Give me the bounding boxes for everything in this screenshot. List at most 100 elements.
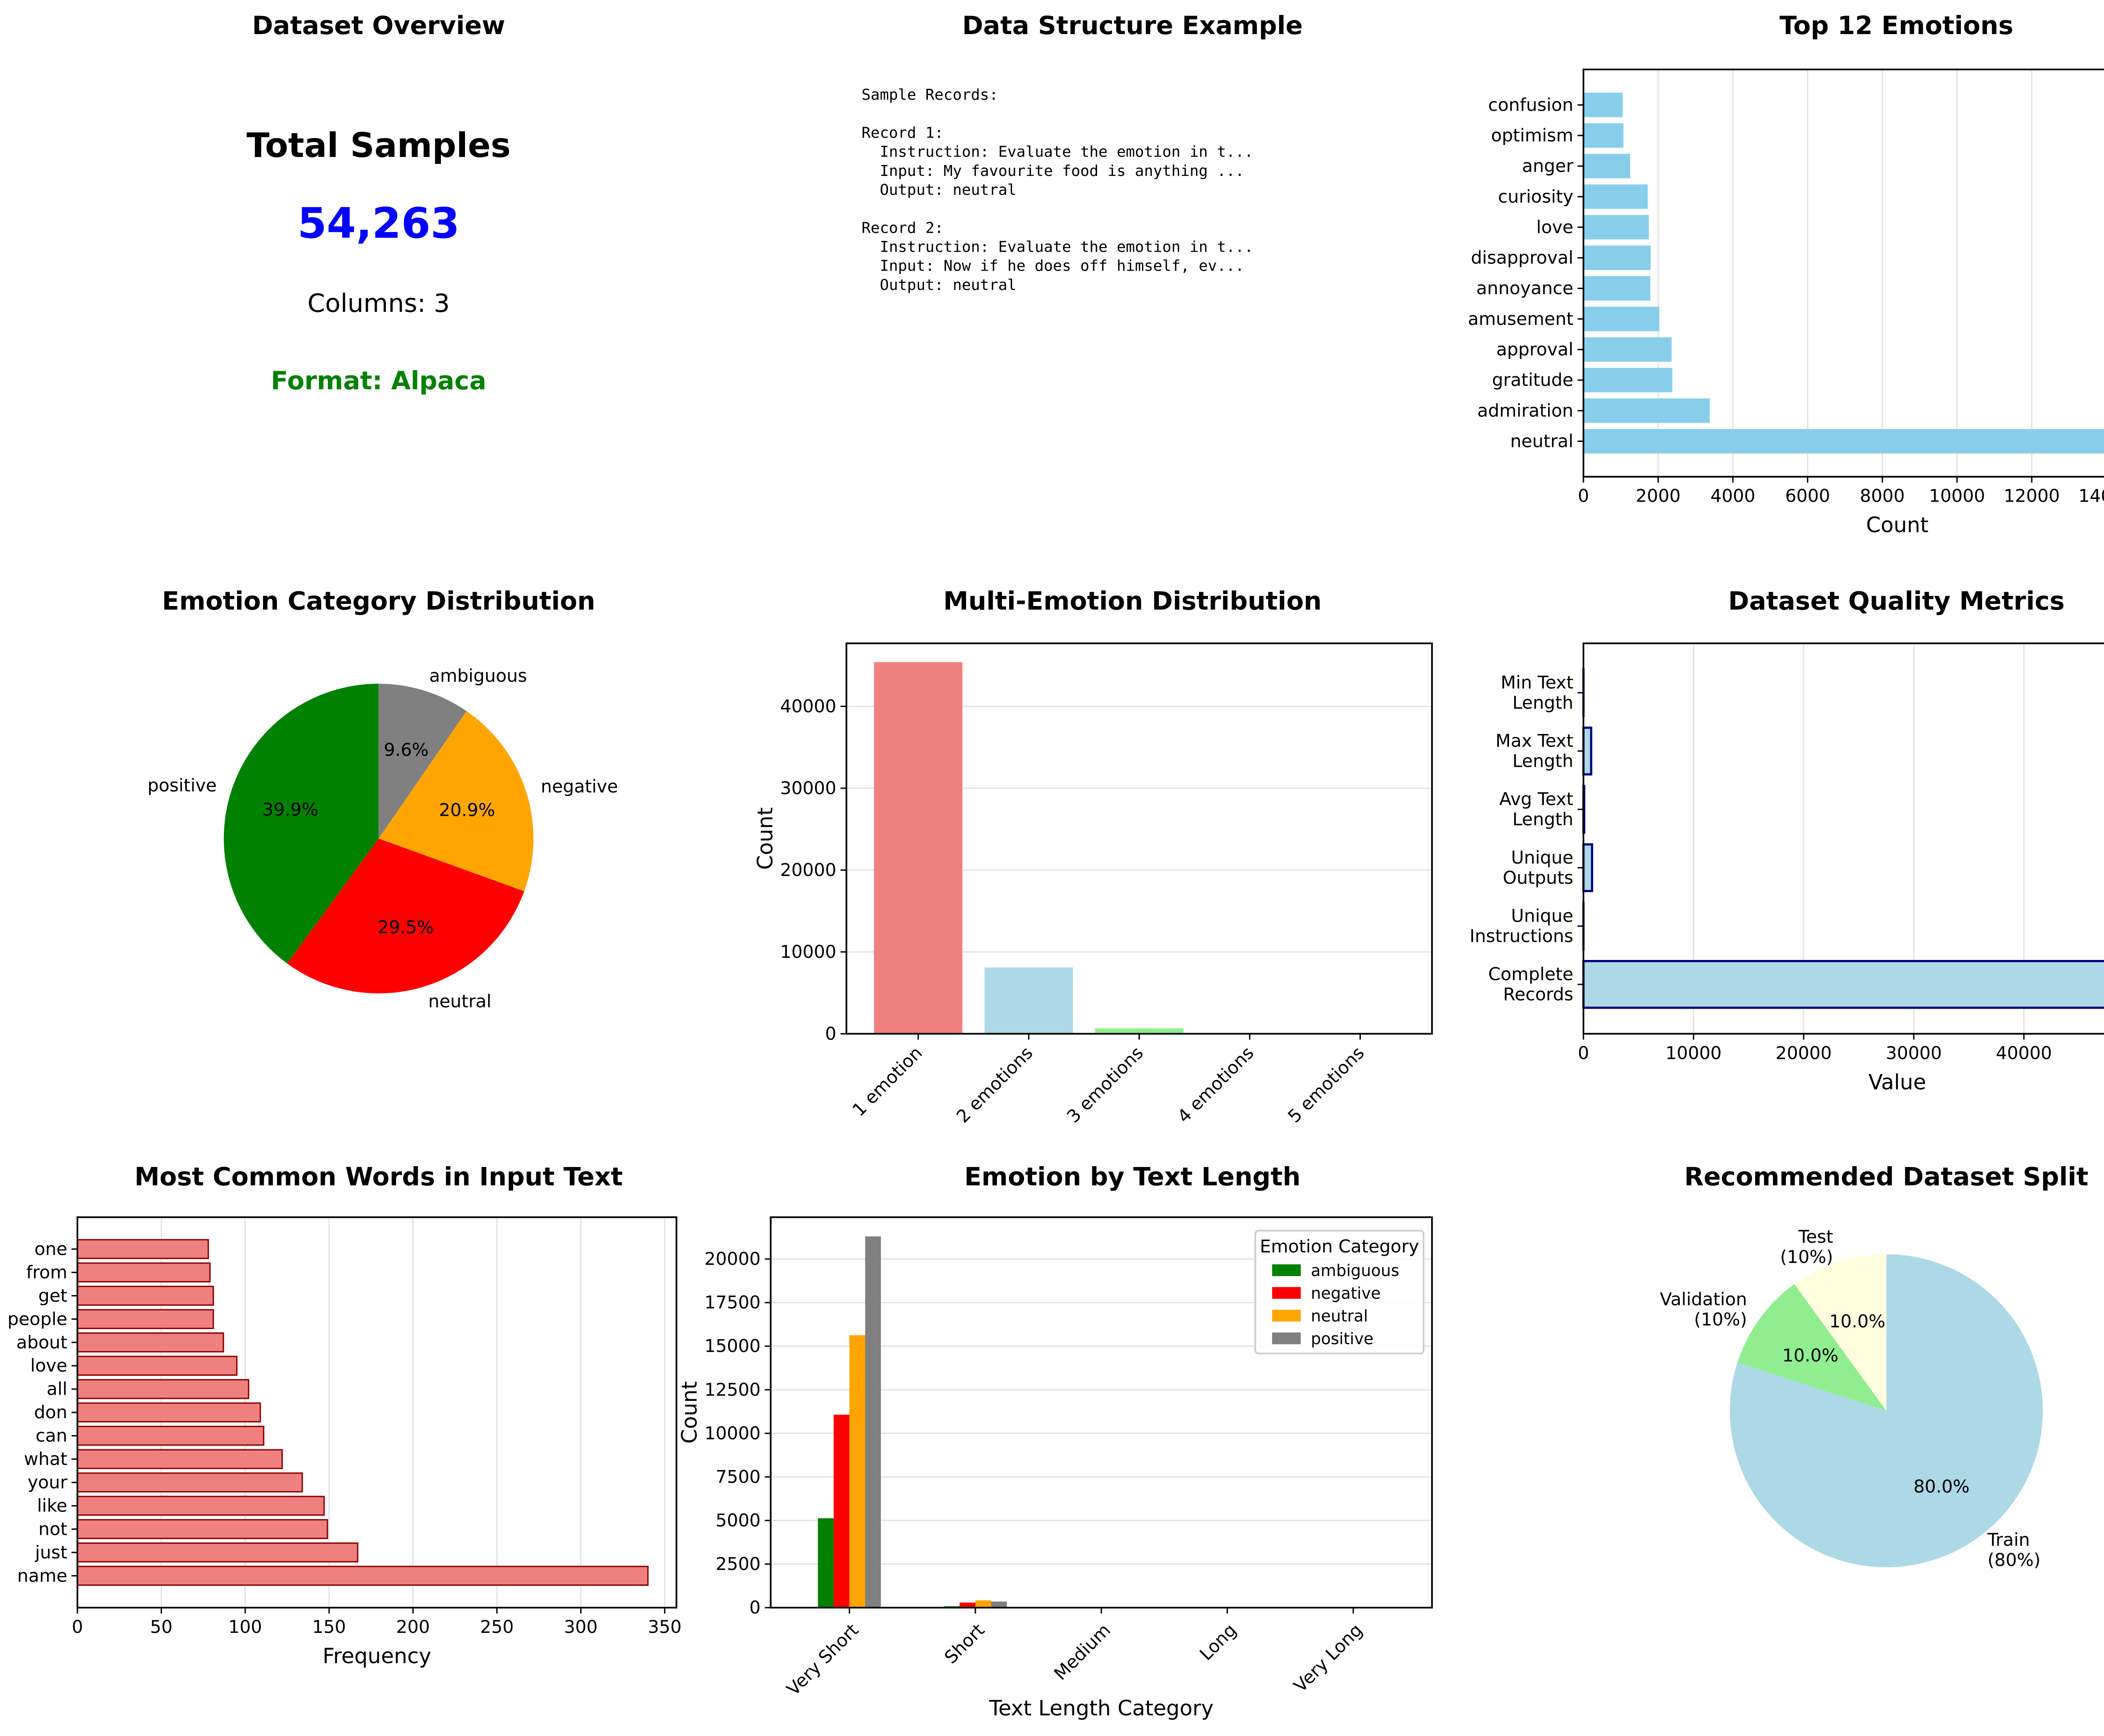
legend-label: neutral: [1311, 1307, 1368, 1325]
panel-title: Data Structure Example: [962, 11, 1303, 40]
x-tick-label: Short: [940, 1619, 988, 1667]
pie-percent-label: 20.9%: [439, 800, 495, 820]
pie-slice-label: Validation (10%): [1660, 1289, 1747, 1330]
y-tick-label: 10000: [780, 941, 837, 962]
pie-percent-label: 9.6%: [384, 739, 429, 760]
x-tick-label: 2 emotions: [952, 1042, 1037, 1127]
legend-swatch: [1272, 1332, 1301, 1345]
chart-title: Most Common Words in Input Text: [134, 1162, 623, 1191]
bar: [77, 1239, 209, 1259]
y-tick-label: curiosity: [1498, 186, 1573, 207]
pie-slice: [223, 683, 379, 964]
y-tick-label: 20000: [780, 859, 837, 880]
x-tick-label: 4000: [1711, 486, 1756, 506]
x-tick-label: 14000: [2078, 486, 2104, 506]
x-axis-label: Text Length Category: [989, 1696, 1214, 1720]
y-tick-label: optimism: [1491, 125, 1573, 146]
bar: [984, 967, 1073, 1034]
bar: [834, 1414, 850, 1608]
chart-title: Multi-Emotion Distribution: [943, 587, 1322, 616]
y-tick-label: 0: [749, 1597, 761, 1618]
pie-slice-label: Train (80%): [1987, 1529, 2040, 1570]
y-tick-label: can: [36, 1425, 67, 1446]
x-tick-label: Medium: [1050, 1619, 1114, 1684]
y-tick-label: Max Text Length: [1496, 731, 1573, 771]
bar: [1583, 276, 1650, 301]
bar: [991, 1601, 1007, 1608]
legend-box: [1254, 1230, 1425, 1355]
pie-slice: [1737, 1284, 1886, 1411]
sample-record-line: Input: My favourite food is anything ...: [861, 162, 1244, 180]
bar: [77, 1472, 303, 1493]
pie-slice-label: ambiguous: [429, 665, 527, 686]
y-tick-label: neutral: [1510, 431, 1573, 451]
sample-record-line: Output: neutral: [861, 276, 1016, 294]
x-tick-label: Long: [1195, 1619, 1240, 1664]
x-tick-label: 350: [648, 1616, 682, 1637]
bar: [77, 1449, 283, 1469]
sample-record-line: Instruction: Evaluate the emotion in t..…: [861, 144, 1253, 161]
x-tick-label: 10000: [1666, 1042, 1722, 1063]
pie-percent-label: 39.9%: [262, 799, 318, 820]
y-tick-label: 15000: [704, 1336, 761, 1356]
x-tick-label: 1 emotion: [848, 1042, 926, 1120]
x-axis-label: Count: [1866, 513, 1929, 537]
bar: [1583, 398, 1710, 423]
x-tick-label: Very Long: [1290, 1619, 1366, 1696]
chart-title: Recommended Dataset Split: [1684, 1162, 2088, 1191]
bar: [975, 1600, 991, 1608]
bar: [1583, 215, 1649, 239]
chart-title: Dataset Quality Metrics: [1728, 587, 2065, 616]
x-tick-label: 200: [396, 1616, 430, 1637]
x-tick-label: 3 emotions: [1063, 1042, 1148, 1127]
y-tick-label: get: [38, 1285, 67, 1306]
chart-title: Emotion by Text Length: [964, 1162, 1301, 1191]
y-axis-label: Count: [753, 807, 777, 869]
legend-label: ambiguous: [1311, 1261, 1399, 1280]
y-tick-label: 0: [825, 1023, 837, 1044]
bar: [77, 1286, 214, 1306]
y-tick-label: your: [28, 1472, 68, 1492]
columns-count: Columns: 3: [308, 289, 450, 318]
x-tick-label: 0: [72, 1616, 83, 1637]
bar: [1583, 184, 1648, 209]
total-samples-label: Total Samples: [247, 126, 511, 165]
bar: [1583, 154, 1630, 178]
y-tick-label: admiration: [1477, 400, 1573, 421]
x-tick-label: 8000: [1860, 486, 1905, 506]
y-tick-label: anger: [1522, 156, 1574, 176]
x-tick-label: 50: [150, 1616, 173, 1637]
sample-records-text: Sample Records: Record 1: Instruction: Ev…: [861, 86, 1253, 294]
legend-swatch: [1272, 1310, 1301, 1322]
chart-top-emotions: Top 12 Emotions 0 2000 4000 6000 8000 10000 120…: [1468, 11, 2104, 537]
y-tick-label: what: [24, 1449, 67, 1469]
bar: [865, 1236, 881, 1608]
y-tick-label: people: [8, 1308, 67, 1329]
bar: [959, 1602, 975, 1608]
y-tick-label: one: [35, 1239, 67, 1259]
bar: [77, 1496, 325, 1516]
x-tick-label: Very Short: [783, 1619, 863, 1699]
bar: [1095, 1028, 1184, 1034]
x-tick-label: 250: [480, 1616, 514, 1637]
y-tick-label: 5000: [716, 1510, 761, 1531]
bar: [1583, 93, 1623, 117]
bar: [1582, 960, 2104, 1009]
bar: [77, 1402, 261, 1422]
plot-frame: [770, 1216, 1433, 1608]
pie-slice-label: Test (10%): [1780, 1226, 1833, 1267]
bar: [1583, 368, 1673, 393]
x-tick-label: 0: [1578, 486, 1589, 506]
y-tick-label: approval: [1496, 339, 1573, 360]
y-tick-label: don: [34, 1402, 67, 1422]
x-tick-label: 150: [312, 1616, 346, 1637]
bar: [849, 1335, 865, 1608]
legend-swatch: [1272, 1287, 1301, 1299]
y-tick-label: 30000: [780, 778, 837, 798]
x-tick-label: 4 emotions: [1173, 1042, 1258, 1127]
bar: [77, 1566, 649, 1586]
chart-common-words: Most Common Words in Input Text 0 50 100 150…: [8, 1162, 682, 1668]
chart-emotion-by-length: Emotion by Text Length 0 2500 5000 7500 10000…: [677, 1162, 1433, 1720]
bar: [1583, 337, 1672, 362]
